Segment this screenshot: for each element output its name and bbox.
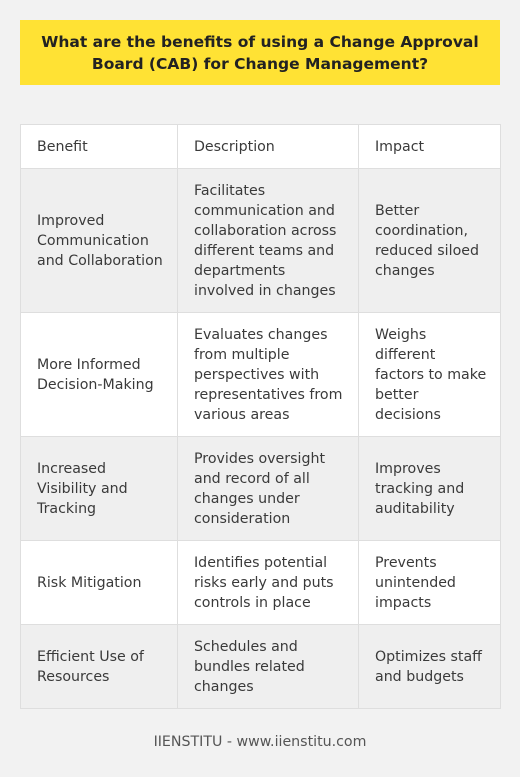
cell-benefit: Improved Communication and Collaboration — [20, 168, 178, 313]
page-title: What are the benefits of using a Change … — [41, 32, 479, 73]
table-row: Improved Communication and Collaboration… — [20, 168, 501, 313]
cell-impact: Better coordination, reduced siloed chan… — [358, 168, 501, 313]
cell-benefit: Efficient Use of Resources — [20, 624, 178, 709]
table-row: Efficient Use of Resources Schedules and… — [20, 624, 501, 709]
table-header-row: Benefit Description Impact — [20, 124, 501, 169]
benefits-table-container: Benefit Description Impact Improved Comm… — [20, 124, 501, 709]
table-row: Increased Visibility and Tracking Provid… — [20, 436, 501, 541]
cell-impact: Prevents unintended impacts — [358, 540, 501, 625]
cell-impact: Optimizes staff and budgets — [358, 624, 501, 709]
cell-description: Provides oversight and record of all cha… — [177, 436, 359, 541]
cell-impact: Weighs different factors to make better … — [358, 312, 501, 437]
header-description: Description — [177, 124, 359, 169]
table-row: More Informed Decision-Making Evaluates … — [20, 312, 501, 437]
benefits-table: Benefit Description Impact Improved Comm… — [20, 124, 501, 709]
header-impact: Impact — [358, 124, 501, 169]
cell-benefit: Increased Visibility and Tracking — [20, 436, 178, 541]
cell-description: Facilitates communication and collaborat… — [177, 168, 359, 313]
title-banner: What are the benefits of using a Change … — [20, 20, 500, 85]
header-benefit: Benefit — [20, 124, 178, 169]
cell-benefit: Risk Mitigation — [20, 540, 178, 625]
table-row: Risk Mitigation Identifies potential ris… — [20, 540, 501, 625]
cell-impact: Improves tracking and auditability — [358, 436, 501, 541]
footer-credit: IIENSTITU - www.iienstitu.com — [153, 734, 367, 750]
cell-description: Identifies potential risks early and put… — [177, 540, 359, 625]
cell-benefit: More Informed Decision-Making — [20, 312, 178, 437]
cell-description: Evaluates changes from multiple perspect… — [177, 312, 359, 437]
cell-description: Schedules and bundles related changes — [177, 624, 359, 709]
